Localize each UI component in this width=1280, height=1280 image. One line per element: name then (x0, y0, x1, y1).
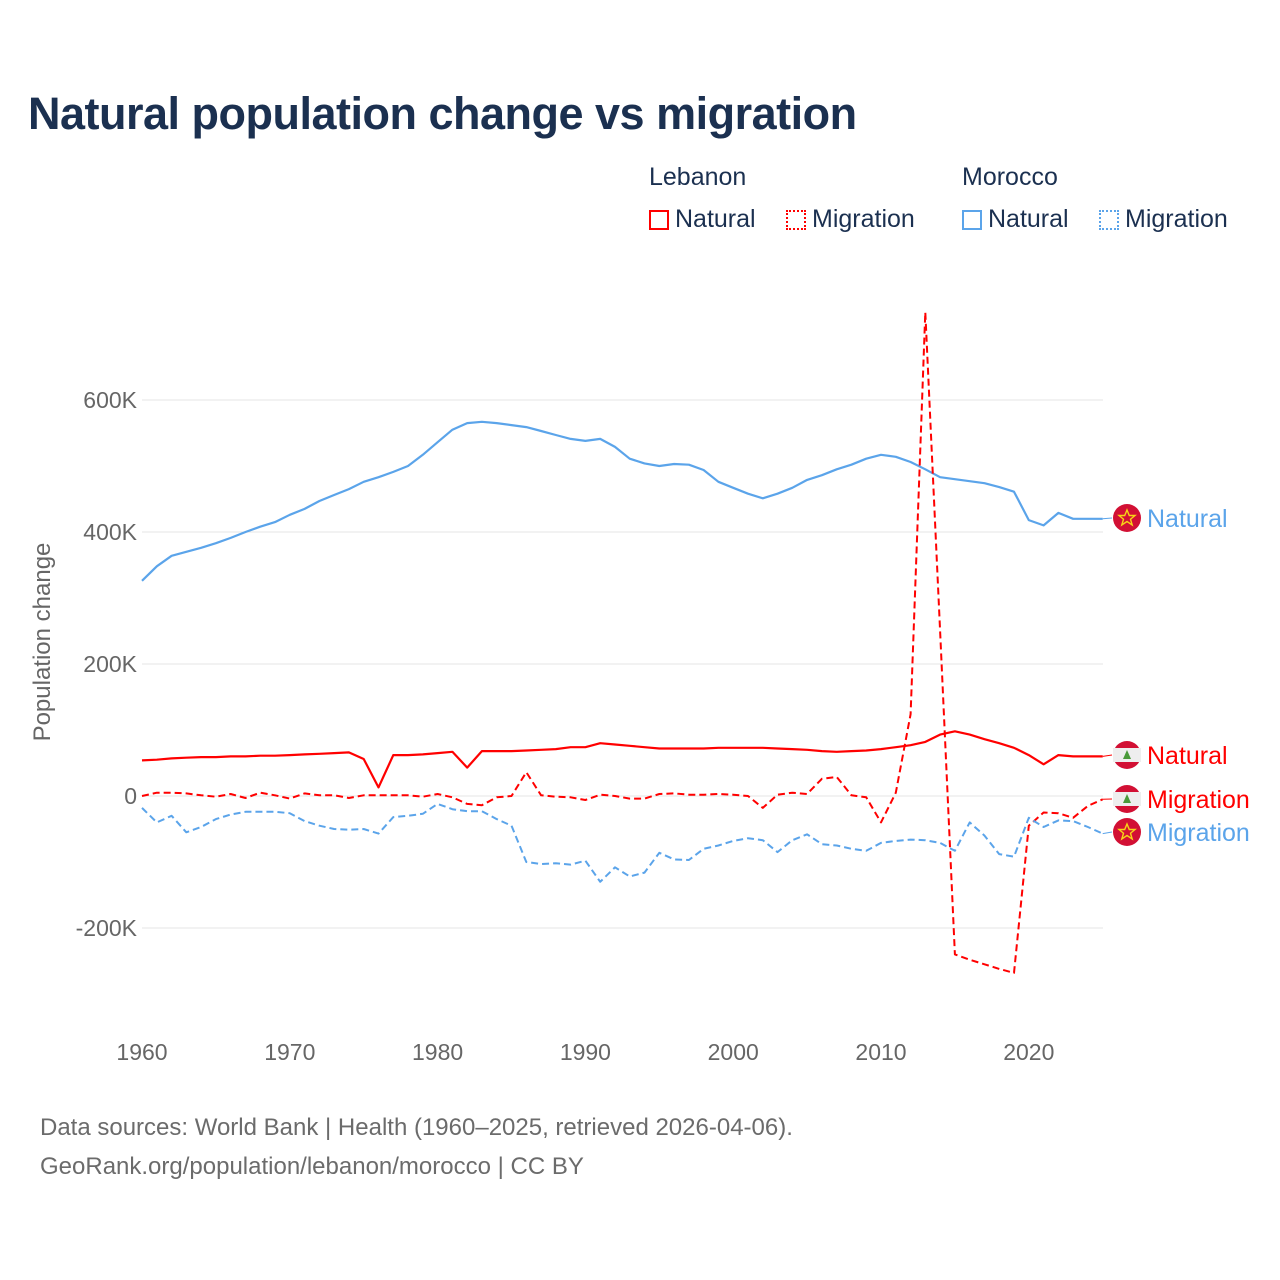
end-label-connector (1102, 517, 1113, 520)
source-note: Data sources: World Bank | Health (1960–… (40, 1108, 793, 1186)
x-tick-label: 2010 (855, 1039, 906, 1065)
y-tick-label: -200K (76, 915, 138, 941)
x-tick-label: 1970 (264, 1039, 315, 1065)
legend-label: Natural (988, 205, 1069, 233)
source-line-2: GeoRank.org/population/lebanon/morocco |… (40, 1153, 584, 1180)
legend-group-lebanon: Lebanon (649, 163, 747, 191)
x-tick-label: 2000 (708, 1039, 759, 1065)
x-tick-label: 1980 (412, 1039, 463, 1065)
end-label-connector (1102, 831, 1113, 835)
legend-lebanon-natural[interactable]: Natural (649, 205, 756, 234)
legend-morocco-natural[interactable]: Natural (962, 205, 1069, 234)
flag-bg (1113, 818, 1141, 846)
end-label: Natural (1147, 742, 1228, 770)
x-tick-label: 1960 (116, 1039, 167, 1065)
series-line-lebanon-migration (141, 311, 1104, 974)
legend-label: Migration (1125, 205, 1228, 233)
y-tick-label: 200K (83, 651, 137, 677)
morocco-flag-icon (1113, 818, 1141, 846)
series-line-lebanon-natural (141, 730, 1103, 789)
y-tick-label: 400K (83, 519, 137, 545)
end-label-connector (1102, 754, 1113, 757)
x-tick-label: 1990 (560, 1039, 611, 1065)
y-tick-label: 600K (83, 387, 137, 413)
legend-label: Migration (812, 205, 915, 233)
flag-star (1117, 822, 1137, 841)
series-line-morocco-migration (141, 802, 1104, 883)
legend-swatch-solid-red (649, 209, 669, 230)
x-tick-label: 2020 (1003, 1039, 1054, 1065)
flag-bg (1113, 504, 1141, 532)
end-label: Migration (1147, 819, 1250, 847)
flag-cedar (1123, 794, 1131, 803)
legend-swatch-dotted-red (786, 209, 806, 230)
flag-cedar (1123, 750, 1131, 759)
flag-star (1117, 508, 1137, 527)
y-axis-label: Population change (29, 543, 56, 742)
y-tick-label: 0 (124, 783, 137, 809)
chart-title: Natural population change vs migration (28, 88, 857, 139)
lebanon-flag-icon (1113, 741, 1141, 769)
legend-lebanon-migration[interactable]: Migration (786, 205, 915, 234)
legend-swatch-solid-blue (962, 209, 982, 230)
end-label: Migration (1147, 786, 1250, 814)
legend-morocco-migration[interactable]: Migration (1099, 205, 1228, 234)
lebanon-flag-icon (1113, 785, 1141, 813)
end-label: Natural (1147, 505, 1228, 533)
morocco-flag-icon (1113, 504, 1141, 532)
source-line-1: Data sources: World Bank | Health (1960–… (40, 1114, 793, 1141)
series-line-morocco-natural (141, 420, 1103, 582)
legend-group-morocco: Morocco (962, 163, 1058, 191)
legend-label: Natural (675, 205, 756, 233)
legend-swatch-dotted-blue (1099, 209, 1119, 230)
